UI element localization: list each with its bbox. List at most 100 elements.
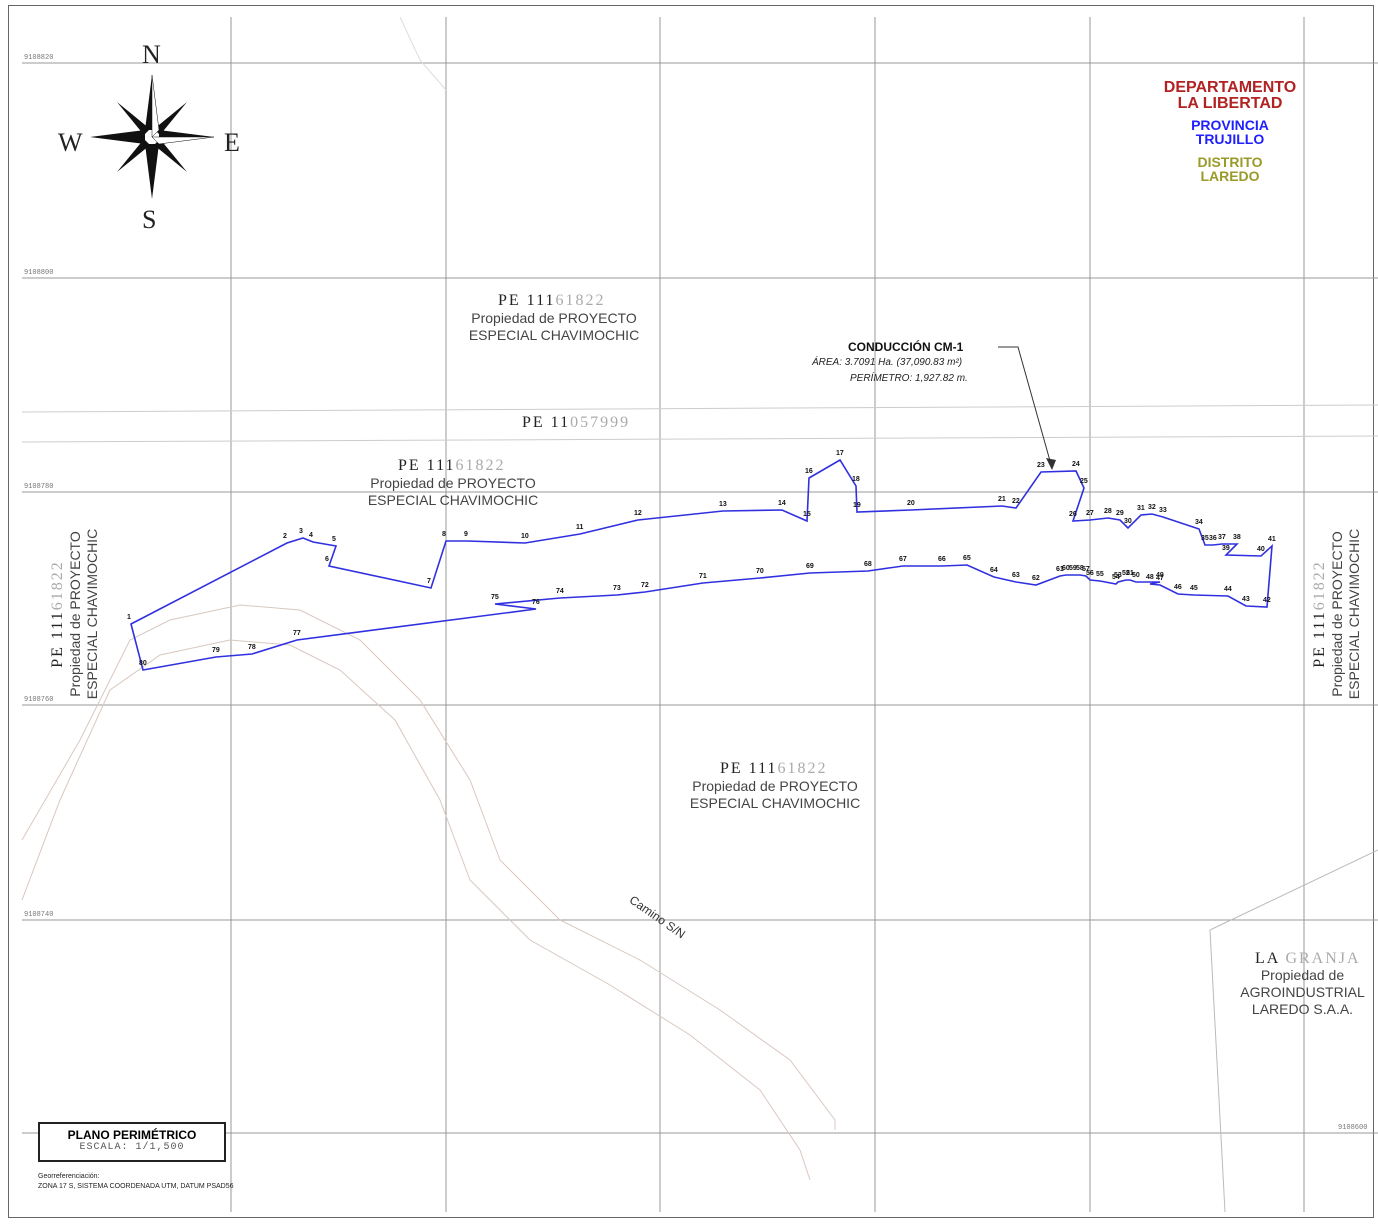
grid-coord-north-3: 9108780 bbox=[24, 483, 54, 491]
provincia-label: PROVINCIA TRUJILLO bbox=[1191, 117, 1269, 147]
distrito-label: DISTRITO LAREDO bbox=[1197, 154, 1263, 184]
departamento-label: DEPARTAMENTO LA LIBERTAD bbox=[1163, 79, 1297, 112]
conduccion-leader bbox=[998, 346, 1053, 469]
vertex-label: 26 bbox=[1069, 511, 1077, 518]
vertex-label: 2 bbox=[283, 533, 287, 540]
vertex-label: 73 bbox=[613, 585, 621, 592]
vertex-label: 15 bbox=[803, 511, 811, 518]
vertex-label: 77 bbox=[293, 630, 301, 637]
vertex-label: 36 bbox=[1209, 535, 1217, 542]
vertex-label: 75 bbox=[491, 594, 499, 601]
vertex-label: 65 bbox=[963, 555, 971, 562]
vertex-label: 1 bbox=[127, 614, 131, 621]
vertex-label: 19 bbox=[853, 502, 861, 509]
vertex-label: 6 bbox=[325, 556, 329, 563]
vertex-label: 10 bbox=[521, 533, 529, 540]
vertex-label: 18 bbox=[852, 476, 860, 483]
vertex-label: 32 bbox=[1148, 504, 1156, 511]
vertex-label: 57 bbox=[1082, 566, 1090, 573]
conduccion-area: ÁREA: 3.7091 Ha. (37,090.83 m²) bbox=[812, 357, 963, 368]
vertex-label: 63 bbox=[1012, 572, 1020, 579]
vertex-label: 37 bbox=[1218, 534, 1226, 541]
vertex-label: 29 bbox=[1116, 510, 1124, 517]
vertex-label: 59 bbox=[1069, 565, 1077, 572]
vertex-label: 39 bbox=[1222, 545, 1230, 552]
vertex-label: 69 bbox=[806, 563, 814, 570]
vertex-label: 62 bbox=[1032, 575, 1040, 582]
vertex-label: 67 bbox=[899, 556, 907, 563]
vertex-label: 48 bbox=[1146, 574, 1154, 581]
vertex-label: 8 bbox=[442, 531, 446, 538]
grid-coord-north-2: 9108800 bbox=[24, 269, 54, 277]
vertex-label: 58 bbox=[1076, 565, 1084, 572]
vertex-label: 16 bbox=[805, 468, 813, 475]
vertex-label: 13 bbox=[719, 501, 727, 508]
parcel-road-code: PE 11057999 bbox=[522, 414, 631, 431]
vertex-label: 12 bbox=[634, 510, 642, 517]
vertex-label: 60 bbox=[1062, 565, 1070, 572]
compass-west-label: W bbox=[58, 128, 83, 157]
leader-arrow bbox=[1046, 458, 1056, 470]
vertex-label: 35 bbox=[1201, 535, 1209, 542]
grid-coord-north-5: 9108740 bbox=[24, 911, 54, 919]
vertex-label: 38 bbox=[1233, 534, 1241, 541]
vertex-label: 11 bbox=[576, 524, 584, 531]
vertex-label: 9 bbox=[464, 531, 468, 538]
vertex-label: 45 bbox=[1190, 585, 1198, 592]
grid-lines bbox=[22, 17, 1378, 1212]
vertex-label: 21 bbox=[998, 496, 1006, 503]
vertex-label: 17 bbox=[836, 450, 844, 457]
parcel-top-code: PE 11161822 bbox=[498, 292, 606, 309]
parcel-bottom-owner: Propiedad de PROYECTO ESPECIAL CHAVIMOCH… bbox=[689, 778, 861, 811]
vertex-label: 40 bbox=[1257, 546, 1265, 553]
vertex-label: 80 bbox=[139, 660, 147, 667]
road-strip-lines bbox=[21, 404, 1378, 443]
vertex-label: 71 bbox=[699, 573, 707, 580]
grid-coord-north-6: 9108600 bbox=[1338, 1124, 1368, 1132]
vertex-label: 14 bbox=[778, 500, 786, 507]
vertex-label: 24 bbox=[1072, 461, 1080, 468]
plan-title-box: PLANO PERIMÉTRICO ESCALA: 1/1,500 bbox=[38, 1122, 226, 1162]
grid-coord-north-4: 9108760 bbox=[24, 696, 54, 704]
vertex-label: 20 bbox=[907, 500, 915, 507]
conduccion-title: CONDUCCIÓN CM-1 bbox=[848, 340, 964, 354]
vertex-label: 64 bbox=[990, 567, 998, 574]
vertex-label: 27 bbox=[1086, 510, 1094, 517]
granja-owner: Propiedad de AGROINDUSTRIAL LAREDO S.A.A… bbox=[1240, 967, 1365, 1017]
top-road bbox=[399, 16, 447, 91]
vertex-label: 46 bbox=[1174, 584, 1182, 591]
vertex-label: 34 bbox=[1195, 519, 1203, 526]
parcel-bottom-code: PE 11161822 bbox=[720, 760, 828, 777]
granja-code: LA GRANJA bbox=[1255, 950, 1361, 967]
vertex-label: 33 bbox=[1159, 507, 1167, 514]
vertex-label: 30 bbox=[1124, 518, 1132, 525]
vertex-label: 25 bbox=[1080, 478, 1088, 485]
vertex-label: 23 bbox=[1037, 462, 1045, 469]
parcel-left-vertical: PE 11161822 Propiedad de PROYECTO ESPECI… bbox=[49, 528, 100, 700]
vertex-label: 56 bbox=[1086, 570, 1094, 577]
vertex-label: 44 bbox=[1224, 586, 1232, 593]
grid-coord-north-1: 9108820 bbox=[24, 54, 54, 62]
vertex-label: 66 bbox=[938, 556, 946, 563]
vertex-label: 28 bbox=[1104, 508, 1112, 515]
vertex-label: 61 bbox=[1056, 566, 1064, 573]
vertex-label: 42 bbox=[1263, 597, 1271, 604]
compass-east-label: E bbox=[224, 128, 240, 157]
vertex-label: 4 bbox=[309, 532, 313, 539]
compass-north-label: N bbox=[142, 40, 161, 69]
vertex-label: 68 bbox=[864, 561, 872, 568]
conduccion-perimetro: PERÍMETRO: 1,927.82 m. bbox=[850, 373, 968, 384]
vertex-label: 50 bbox=[1132, 572, 1140, 579]
granja-boundary bbox=[1209, 849, 1378, 1213]
vertex-label: 55 bbox=[1096, 571, 1104, 578]
parcel-right-vertical: PE 11161822 Propiedad de PROYECTO ESPECI… bbox=[1311, 528, 1362, 700]
vertex-label: 76 bbox=[532, 599, 540, 606]
parcel-mid-code: PE 11161822 bbox=[398, 457, 506, 474]
georef-text: ZONA 17 S, SISTEMA COORDENADA UTM, DATUM… bbox=[38, 1183, 234, 1190]
vertex-label: 54 bbox=[1112, 574, 1120, 581]
plan-title: PLANO PERIMÉTRICO bbox=[67, 1128, 197, 1142]
vertex-label: 79 bbox=[212, 647, 220, 654]
vertex-label: 74 bbox=[556, 588, 564, 595]
compass-rose bbox=[90, 74, 215, 199]
